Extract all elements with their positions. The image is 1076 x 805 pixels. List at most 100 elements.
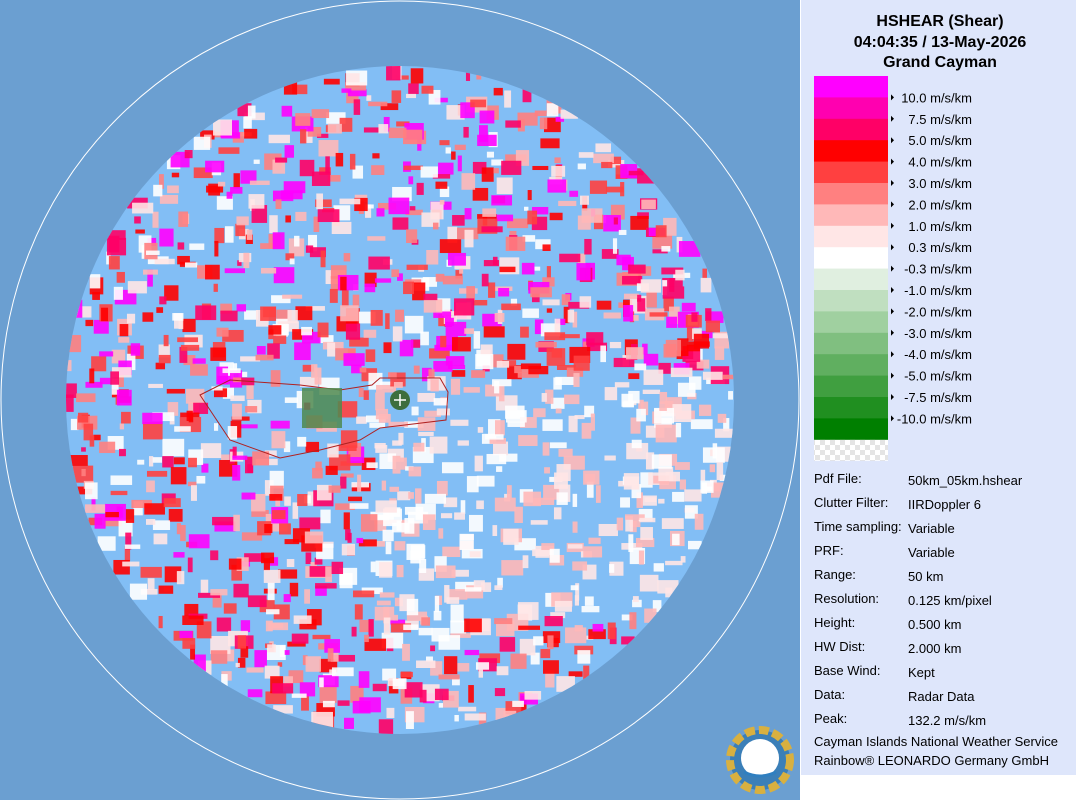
echo: [222, 329, 244, 342]
echo: [637, 212, 649, 219]
info-label: Data:: [814, 687, 845, 702]
echo: [505, 154, 527, 162]
echo: [532, 206, 549, 215]
echo: [700, 277, 712, 293]
echo: [645, 452, 655, 470]
echo: [74, 306, 92, 318]
echo: [423, 293, 438, 301]
echo: [666, 316, 678, 328]
echo: [457, 440, 469, 446]
echo: [134, 216, 141, 224]
info-label: Pdf File:: [814, 471, 862, 486]
echo: [675, 269, 685, 281]
legend-arrow: [891, 351, 894, 358]
echo: [499, 385, 505, 402]
echo: [379, 562, 393, 578]
legend-label: 1.0 m/s/km: [908, 219, 972, 234]
footer-line: Cayman Islands National Weather Service: [814, 734, 1058, 749]
echo: [441, 462, 464, 474]
info-label: Height:: [814, 615, 855, 630]
echo: [438, 703, 444, 708]
echo: [133, 501, 143, 516]
range-ring: [0, 0, 800, 800]
echo: [182, 615, 204, 625]
echo: [494, 380, 500, 394]
legend-swatch: [814, 332, 888, 355]
echo: [345, 323, 361, 340]
echo: [530, 287, 552, 298]
legend-arrow: [891, 394, 894, 400]
echo: [524, 691, 542, 700]
echo: [325, 566, 333, 583]
echo: [519, 638, 536, 656]
echo: [291, 633, 309, 644]
echo: [621, 636, 635, 645]
echo: [391, 623, 412, 633]
echo: [618, 229, 627, 235]
echo: [413, 365, 420, 374]
echo: [232, 455, 248, 460]
echo: [576, 263, 591, 281]
echo: [493, 168, 499, 174]
echo: [455, 581, 476, 591]
echo: [395, 309, 404, 322]
echo: [110, 371, 120, 385]
echo: [448, 252, 466, 266]
echo: [442, 311, 464, 316]
echo: [655, 225, 667, 238]
echo: [114, 372, 124, 388]
echo: [534, 266, 541, 271]
echo: [439, 239, 462, 254]
echo: [149, 456, 154, 467]
echo: [309, 566, 332, 577]
echo: [382, 529, 394, 542]
echo: [405, 711, 414, 730]
echo: [664, 400, 674, 409]
echo: [358, 671, 370, 688]
echo: [589, 180, 608, 194]
legend-swatch: [814, 268, 888, 291]
echo: [210, 650, 228, 664]
echo: [455, 270, 463, 279]
echo: [485, 434, 504, 440]
legend-swatch: [814, 225, 888, 248]
echo: [658, 466, 674, 482]
echo: [612, 238, 618, 254]
echo: [430, 201, 444, 220]
echo: [351, 626, 357, 637]
echo: [376, 384, 396, 393]
echo: [685, 361, 704, 371]
echo: [339, 198, 361, 205]
echo: [554, 600, 572, 612]
echo: [592, 623, 604, 632]
echo: [198, 592, 221, 598]
echo: [604, 387, 618, 401]
echo: [464, 618, 482, 633]
echo: [596, 300, 612, 310]
echo: [318, 140, 339, 157]
echo: [458, 706, 477, 712]
legend-swatch: [814, 204, 888, 227]
echo: [374, 606, 395, 621]
echo: [527, 210, 538, 225]
echo: [665, 339, 682, 357]
radar-site-cross: [394, 394, 406, 406]
legend-swatch: [814, 161, 888, 184]
info-table: Pdf File: 50km_05km.hshear Clutter Filter:…: [814, 471, 1023, 728]
echo: [391, 90, 402, 103]
echo: [699, 404, 712, 416]
echo: [369, 422, 386, 428]
info-label: Base Wind:: [814, 663, 880, 678]
echo: [544, 467, 550, 474]
legend-arrow: [891, 329, 894, 336]
echo: [501, 303, 521, 311]
echo: [540, 648, 551, 659]
echo: [159, 228, 174, 247]
echo: [106, 251, 111, 265]
echo: [534, 319, 544, 335]
echo: [492, 379, 512, 387]
echo: [474, 455, 483, 472]
echo: [607, 622, 616, 640]
echo: [341, 289, 349, 308]
echo: [433, 610, 442, 621]
